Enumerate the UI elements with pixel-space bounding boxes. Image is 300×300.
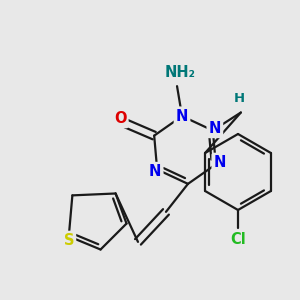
- Text: S: S: [64, 233, 74, 248]
- Text: N: N: [176, 109, 188, 124]
- Text: N: N: [149, 164, 161, 179]
- Text: N: N: [209, 121, 221, 136]
- Text: O: O: [114, 111, 126, 126]
- Text: NH₂: NH₂: [164, 64, 196, 80]
- Text: N: N: [214, 155, 226, 170]
- Text: Cl: Cl: [230, 232, 246, 247]
- Text: H: H: [233, 92, 244, 105]
